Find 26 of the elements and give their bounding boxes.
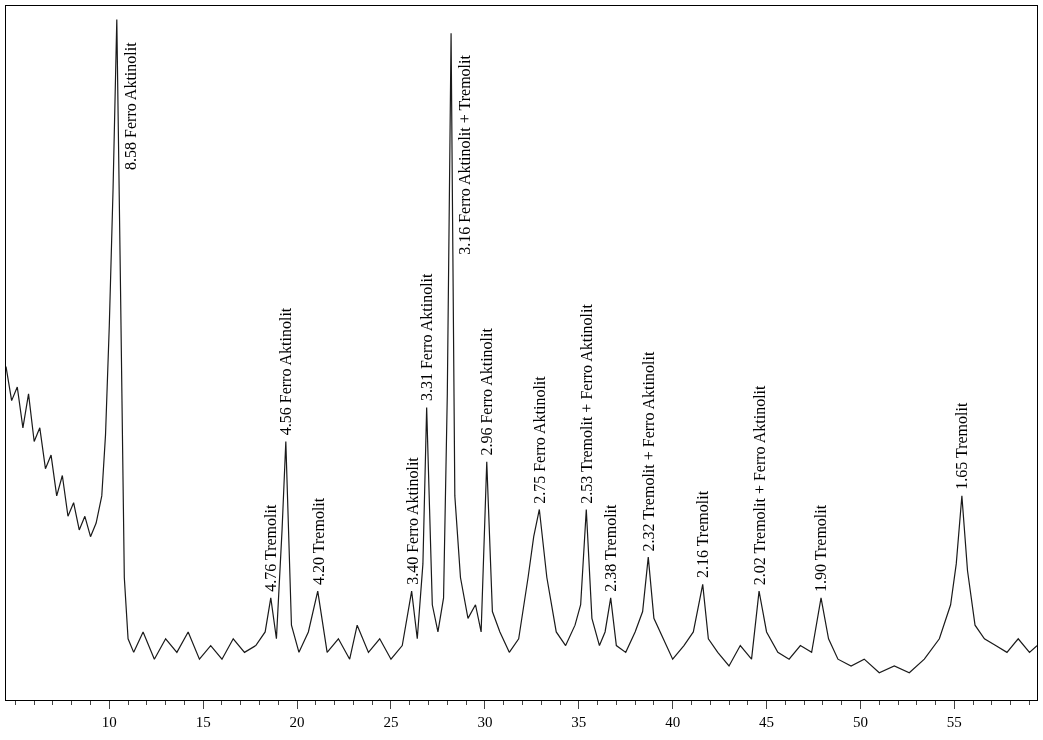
x-tick-label: 35 (571, 714, 587, 731)
annotation: 4.56 Ferro Aktinolit (277, 307, 295, 436)
annotation: 3.16 Ferro Aktinolit + Tremolit (456, 54, 474, 255)
x-tick-label: 55 (946, 714, 962, 731)
annotation: 1.65 Tremolit (953, 402, 970, 490)
annotation: 2.53 Tremolit + Ferro Aktinolit (577, 303, 595, 504)
x-tick-label: 30 (477, 714, 493, 731)
annotation: 2.75 Ferro Aktinolit (530, 375, 548, 504)
x-tick-label: 50 (852, 714, 868, 731)
annotation: 2.02 Tremolit + Ferro Aktinolit (750, 384, 768, 586)
annotation: 2.38 Tremolit (601, 503, 619, 592)
x-tick-label: 10 (101, 714, 117, 731)
annotation: 2.16 Tremolit (694, 490, 712, 579)
annotation: 4.20 Tremolit (309, 497, 327, 585)
x-tick-label: 25 (383, 714, 399, 731)
annotation: 3.40 Ferro Aktinolit (403, 456, 421, 585)
x-tick-label: 40 (665, 714, 681, 731)
annotation: 1.90 Tremolit (812, 504, 830, 592)
x-tick-label: 15 (195, 714, 211, 731)
annotation: 3.31 Ferro Aktinolit (418, 272, 436, 402)
annotation: 8.58 Ferro Aktinolit (121, 41, 139, 170)
x-tick-label: 20 (289, 714, 305, 731)
annotation: 2.96 Ferro Aktinolit (477, 327, 495, 456)
annotation: 2.32 Tremolit + Ferro Aktinolit (640, 351, 658, 552)
annotation: 4.76 Tremolit (261, 504, 279, 592)
x-tick-label: 45 (759, 714, 775, 731)
